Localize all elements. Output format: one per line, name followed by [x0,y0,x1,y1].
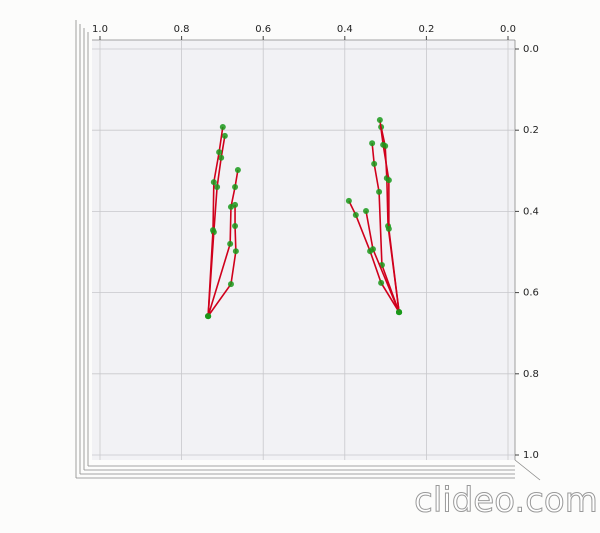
marker [227,203,234,210]
marker [227,240,234,247]
marker [216,149,223,156]
x-tick-label: 1.0 [92,24,108,35]
marker [369,140,376,147]
plot-pane [92,40,515,460]
marker [363,207,370,214]
marker [210,227,217,234]
marker [380,141,387,148]
marker [214,184,221,191]
marker [345,197,352,204]
marker [205,313,212,320]
y-tick-label: 0.6 [523,288,539,299]
y-tick-label: 1.0 [523,450,539,461]
marker [396,309,403,316]
pane-edges [75,20,541,481]
y-tick-label: 0.8 [523,369,539,380]
marker [221,132,228,139]
marker [210,179,217,186]
y-tick-label: 0.2 [523,125,539,136]
marker [232,223,239,230]
marker [369,246,376,253]
marker [378,279,385,286]
x-tick-label: 0.6 [255,24,271,35]
marker [385,225,392,232]
x-tick-label: 0.4 [337,24,353,35]
marker [232,184,239,191]
marker [385,177,392,184]
marker [371,160,378,167]
marker [219,123,226,130]
x-tick-label: 0.8 [174,24,190,35]
marker [218,154,225,161]
marker [234,166,241,173]
x-tick-label: 0.2 [418,24,434,35]
marker [352,212,359,219]
marker [376,188,383,195]
watermark: clideo.com [414,481,598,521]
x-tick-label: 0.0 [500,24,516,35]
marker [227,281,234,288]
marker [376,117,383,124]
y-tick-label: 0.4 [523,206,539,217]
marker [232,248,239,255]
y-tick-label: 0.0 [523,44,539,55]
